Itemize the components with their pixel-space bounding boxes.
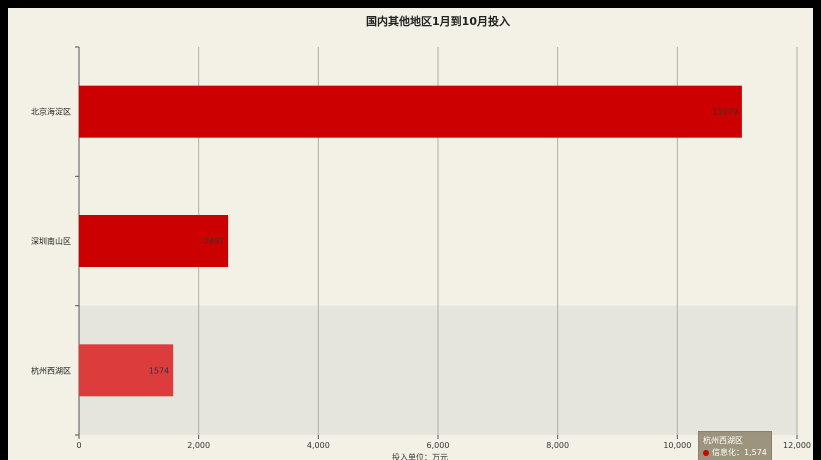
category-label: 杭州西湖区 (31, 365, 71, 375)
x-axis-title: 投入单位：万元 (392, 452, 448, 460)
chart-tooltip: 杭州西湖区 信息化：1,574 (698, 431, 772, 460)
x-tick-label: 6,000 (427, 441, 450, 450)
bar-value-label: 11079 (712, 108, 737, 117)
chart-title: 国内其他地区1月到10月投入 (366, 14, 510, 28)
category-label: 深圳南山区 (31, 236, 71, 246)
tooltip-series-marker (703, 449, 709, 456)
x-tick-label: 8,000 (546, 441, 569, 450)
bar (79, 85, 742, 138)
bar-value-label: 1574 (149, 366, 169, 375)
bar-value-label: 2492 (204, 237, 224, 246)
bar-chart: 国内其他地区1月到10月投入 0 2,000 4,000 6,000 8,000 10,00… (31, 14, 811, 460)
category-label: 北京海淀区 (31, 107, 71, 117)
x-tick-label: 0 (76, 441, 81, 450)
x-tick-label: 4,000 (307, 441, 330, 450)
bar (79, 215, 229, 267)
x-tick-label: 2,000 (187, 441, 210, 450)
x-tick-label: 10,000 (663, 441, 691, 450)
tooltip-value: 信息化：1,574 (712, 448, 767, 457)
x-tick-label: 12,000 (783, 441, 811, 450)
tooltip-title: 杭州西湖区 (703, 436, 743, 445)
chart-frame: 国内其他地区1月到10月投入 0 2,000 4,000 6,000 8,000 10,00… (8, 8, 813, 460)
bar (79, 344, 174, 397)
